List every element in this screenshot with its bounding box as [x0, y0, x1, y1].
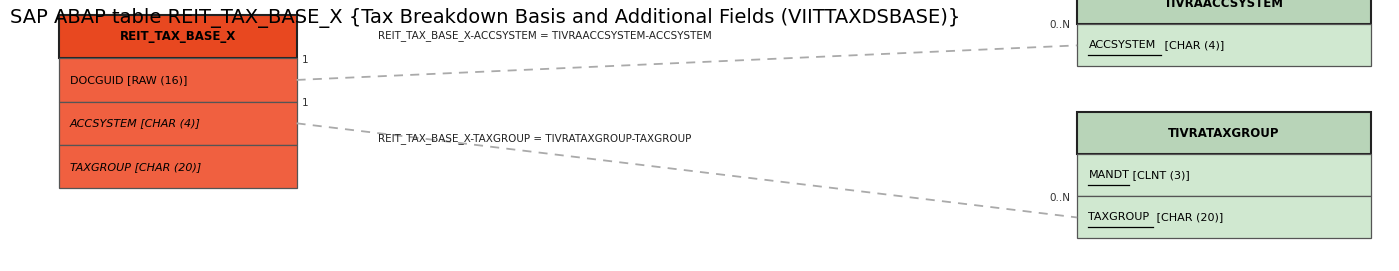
Text: TIVRAACCSYSTEM: TIVRAACCSYSTEM [1164, 0, 1284, 10]
Text: MANDT: MANDT [1088, 170, 1129, 180]
Text: TAXGROUP [CHAR (20)]: TAXGROUP [CHAR (20)] [70, 162, 201, 172]
Text: [CHAR (20)]: [CHAR (20)] [1153, 212, 1223, 222]
Text: 1: 1 [302, 55, 309, 65]
Text: [CHAR (4)]: [CHAR (4)] [1161, 40, 1224, 50]
FancyBboxPatch shape [1077, 154, 1371, 196]
Text: 1: 1 [302, 98, 309, 108]
Text: DOCGUID [RAW (16)]: DOCGUID [RAW (16)] [70, 75, 187, 85]
FancyBboxPatch shape [59, 145, 297, 188]
Text: ACCSYSTEM: ACCSYSTEM [1088, 40, 1156, 50]
Text: REIT_TAX_BASE_X-TAXGROUP = TIVRATAXGROUP-TAXGROUP: REIT_TAX_BASE_X-TAXGROUP = TIVRATAXGROUP… [378, 133, 691, 144]
Text: ACCSYSTEM [CHAR (4)]: ACCSYSTEM [CHAR (4)] [70, 118, 201, 128]
FancyBboxPatch shape [1077, 196, 1371, 238]
Text: REIT_TAX_BASE_X: REIT_TAX_BASE_X [119, 30, 236, 43]
FancyBboxPatch shape [1077, 112, 1371, 154]
FancyBboxPatch shape [1077, 24, 1371, 66]
FancyBboxPatch shape [59, 15, 297, 58]
FancyBboxPatch shape [1077, 0, 1371, 24]
Text: TIVRATAXGROUP: TIVRATAXGROUP [1168, 127, 1280, 140]
Text: REIT_TAX_BASE_X-ACCSYSTEM = TIVRAACCSYSTEM-ACCSYSTEM: REIT_TAX_BASE_X-ACCSYSTEM = TIVRAACCSYST… [378, 30, 712, 41]
Text: [CLNT (3)]: [CLNT (3)] [1129, 170, 1189, 180]
Text: 0..N: 0..N [1049, 21, 1070, 30]
Text: TAXGROUP: TAXGROUP [1088, 212, 1150, 222]
Text: 0..N: 0..N [1049, 193, 1070, 203]
FancyBboxPatch shape [59, 58, 297, 102]
FancyBboxPatch shape [59, 102, 297, 145]
Text: SAP ABAP table REIT_TAX_BASE_X {Tax Breakdown Basis and Additional Fields (VIITT: SAP ABAP table REIT_TAX_BASE_X {Tax Brea… [10, 8, 960, 28]
